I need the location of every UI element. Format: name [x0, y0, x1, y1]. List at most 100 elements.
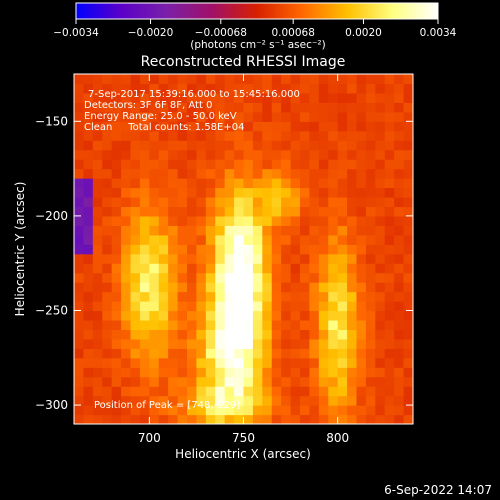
heatmap-cell [290, 130, 301, 141]
heatmap-cell [177, 282, 188, 293]
heatmap-cell [384, 140, 395, 151]
heatmap-cell [130, 130, 141, 141]
heatmap-cell [224, 414, 235, 424]
heatmap-cell [234, 92, 245, 103]
heatmap-cell [403, 215, 413, 226]
heatmap-cell [215, 272, 226, 283]
heatmap-cell [92, 301, 103, 312]
heatmap-cell [111, 225, 122, 236]
heatmap-cell [384, 196, 395, 208]
heatmap-cell [365, 357, 376, 368]
heatmap-cell [158, 102, 169, 113]
heatmap-cell [111, 121, 122, 132]
heatmap-cell [139, 225, 150, 236]
heatmap-cell [337, 196, 348, 208]
heatmap-cell [234, 159, 245, 170]
heatmap-cell [384, 282, 395, 293]
heatmap-cell [328, 395, 339, 406]
heatmap-cell [74, 130, 85, 141]
heatmap-cell [271, 367, 282, 378]
heatmap-cell [177, 348, 188, 359]
heatmap-cell [309, 74, 320, 85]
heatmap-cell [139, 206, 150, 217]
heatmap-cell [281, 74, 292, 85]
heatmap-cell [224, 357, 235, 368]
heatmap-cell [74, 168, 85, 179]
heatmap-cell [252, 263, 263, 274]
heatmap-cell [262, 272, 273, 283]
heatmap-cell [328, 291, 339, 302]
heatmap-cell [309, 102, 320, 113]
heatmap-cell [121, 291, 132, 302]
heatmap-cell [139, 187, 150, 198]
heatmap-cell [356, 83, 367, 94]
heatmap-cell [375, 386, 386, 397]
heatmap-cell [111, 272, 122, 283]
heatmap-cell [356, 338, 367, 349]
heatmap-cell [177, 263, 188, 274]
heatmap-cell [318, 159, 329, 170]
heatmap-cell [196, 310, 207, 321]
y-tick-label: −250 [35, 303, 68, 317]
heatmap-cell [262, 357, 273, 368]
heatmap-cell [130, 386, 141, 397]
heatmap-cell [215, 291, 226, 302]
heatmap-cell [262, 215, 273, 226]
heatmap-cell [187, 130, 198, 141]
heatmap-cell [384, 102, 395, 113]
heatmap-cell [139, 395, 150, 406]
heatmap-cell [177, 178, 188, 189]
heatmap-cell [83, 301, 94, 312]
heatmap-cell [347, 74, 358, 85]
heatmap-cell [205, 121, 216, 132]
heatmap-cell [252, 83, 263, 94]
heatmap-cell [74, 348, 85, 359]
heatmap-cell [83, 405, 94, 416]
heatmap-cell [290, 367, 301, 378]
heatmap-cell [234, 291, 245, 302]
heatmap-cell [111, 319, 122, 331]
heatmap-cell [262, 329, 273, 340]
heatmap-cell [196, 111, 207, 122]
heatmap-cell [74, 301, 85, 312]
heatmap-cell [262, 196, 273, 208]
heatmap-cell [205, 215, 216, 226]
heatmap-cell [102, 159, 113, 170]
heatmap-cell [252, 111, 263, 122]
heatmap-cell [130, 92, 141, 103]
heatmap-cell [318, 206, 329, 217]
heatmap-cell [394, 234, 405, 245]
heatmap-cell [290, 215, 301, 226]
heatmap-cell [121, 102, 132, 113]
heatmap-cell [205, 319, 216, 331]
heatmap-cell [300, 319, 311, 331]
heatmap-cell [347, 102, 358, 113]
heatmap-cell [177, 376, 188, 387]
heatmap-cell [328, 74, 339, 85]
heatmap-cell [337, 130, 348, 141]
heatmap-cell [347, 282, 358, 293]
heatmap-cell [74, 92, 85, 103]
heatmap-cell [365, 291, 376, 302]
heatmap-cell [234, 263, 245, 274]
heatmap-cell [168, 348, 179, 359]
heatmap-cell [243, 282, 254, 293]
heatmap-cell [102, 263, 113, 274]
heatmap-cell [375, 338, 386, 349]
heatmap-cell [168, 291, 179, 302]
heatmap-cell [281, 159, 292, 170]
heatmap-cell [356, 244, 367, 255]
heatmap-cell [92, 74, 103, 85]
heatmap-cell [139, 196, 150, 208]
heatmap-cell [281, 272, 292, 283]
heatmap-cell [139, 178, 150, 189]
heatmap-cell [139, 386, 150, 397]
heatmap-cell [224, 140, 235, 151]
heatmap-cell [121, 140, 132, 151]
heatmap-cell [215, 196, 226, 208]
y-tick-label: −200 [35, 209, 68, 223]
heatmap-cell [384, 301, 395, 312]
heatmap-cell [309, 386, 320, 397]
heatmap-cell [196, 234, 207, 245]
heatmap-cell [149, 319, 160, 331]
